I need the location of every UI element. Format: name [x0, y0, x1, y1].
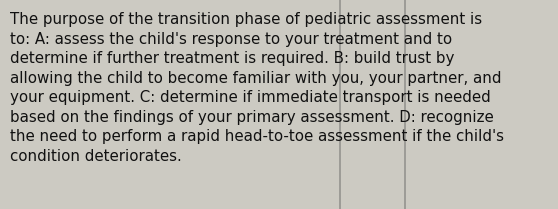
Text: The purpose of the transition phase of pediatric assessment is
to: A: assess the: The purpose of the transition phase of p…	[10, 12, 504, 164]
